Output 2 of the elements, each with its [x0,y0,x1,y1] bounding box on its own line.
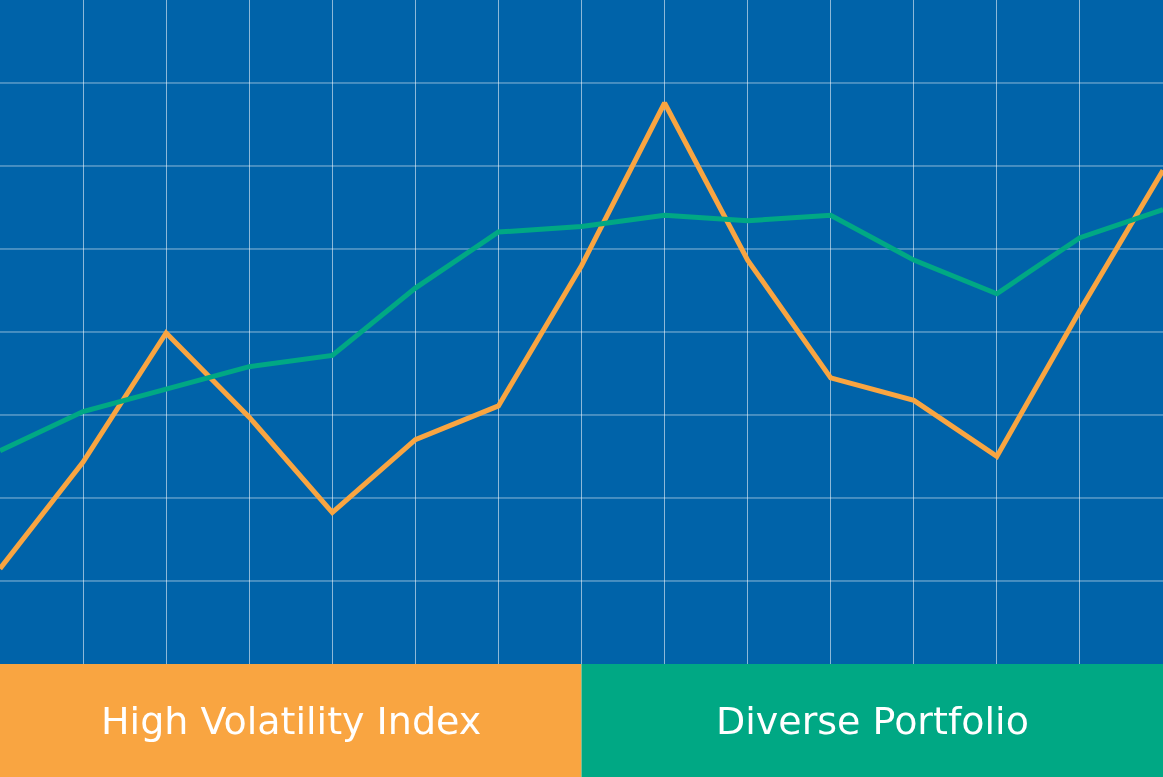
text: Diverse Portfolio [716,699,1029,743]
text: High Volatility Index [101,699,482,743]
